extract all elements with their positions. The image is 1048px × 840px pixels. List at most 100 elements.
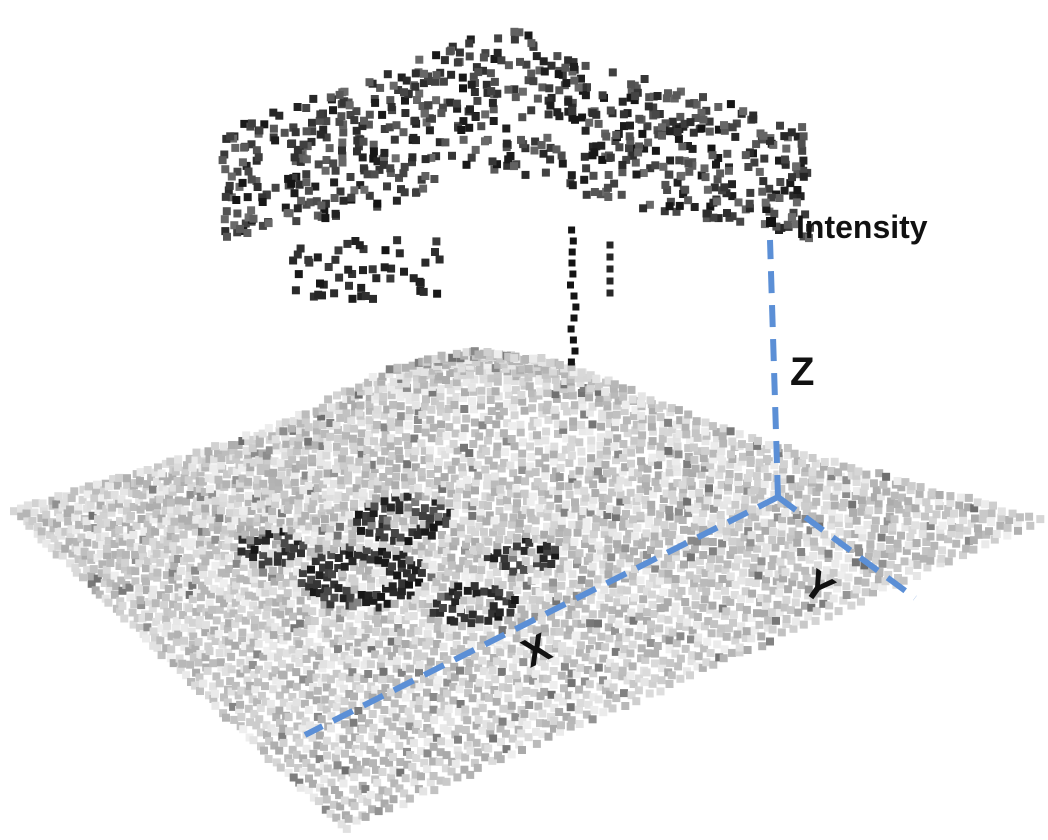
point bbox=[291, 153, 299, 161]
point bbox=[840, 463, 848, 471]
point bbox=[582, 525, 590, 533]
point bbox=[383, 551, 391, 559]
point bbox=[728, 438, 736, 446]
point bbox=[500, 429, 508, 437]
point bbox=[746, 189, 754, 197]
point bbox=[555, 538, 563, 546]
point bbox=[542, 169, 550, 177]
point bbox=[345, 282, 353, 290]
point bbox=[683, 498, 691, 506]
point bbox=[456, 667, 464, 675]
point bbox=[937, 555, 945, 563]
point bbox=[512, 93, 520, 101]
point bbox=[753, 472, 761, 480]
point bbox=[794, 564, 802, 572]
point bbox=[487, 722, 495, 730]
point bbox=[595, 542, 603, 550]
point bbox=[469, 440, 477, 448]
point bbox=[54, 542, 62, 550]
point bbox=[514, 476, 522, 484]
point bbox=[439, 583, 447, 591]
point bbox=[643, 474, 651, 482]
point bbox=[325, 263, 333, 271]
point bbox=[717, 547, 725, 555]
point bbox=[414, 720, 422, 728]
point bbox=[582, 91, 590, 99]
point bbox=[668, 491, 676, 499]
point bbox=[323, 737, 331, 745]
point bbox=[351, 586, 359, 594]
point bbox=[541, 454, 549, 462]
point bbox=[556, 473, 564, 481]
point bbox=[429, 561, 437, 569]
point bbox=[518, 466, 526, 474]
point bbox=[367, 638, 375, 646]
point bbox=[708, 469, 716, 477]
point bbox=[339, 128, 347, 136]
point bbox=[576, 521, 584, 529]
point bbox=[460, 405, 468, 413]
point bbox=[526, 382, 534, 390]
point bbox=[227, 653, 235, 661]
point bbox=[597, 433, 605, 441]
point bbox=[304, 438, 312, 446]
point bbox=[480, 588, 488, 596]
point bbox=[342, 432, 350, 440]
point bbox=[737, 595, 745, 603]
point bbox=[638, 439, 646, 447]
point bbox=[508, 750, 516, 758]
point bbox=[489, 99, 497, 107]
point bbox=[714, 565, 722, 573]
point bbox=[365, 529, 373, 537]
point bbox=[509, 568, 517, 576]
point bbox=[335, 554, 343, 562]
point bbox=[71, 514, 79, 522]
point bbox=[774, 601, 782, 609]
point bbox=[862, 588, 870, 596]
point bbox=[430, 175, 438, 183]
point bbox=[866, 540, 874, 548]
point bbox=[450, 618, 458, 626]
point bbox=[1026, 522, 1034, 530]
point bbox=[511, 596, 519, 604]
point bbox=[618, 191, 626, 199]
point bbox=[167, 499, 175, 507]
point bbox=[297, 245, 305, 253]
point bbox=[412, 754, 420, 762]
point bbox=[582, 62, 590, 70]
point bbox=[699, 93, 707, 101]
point bbox=[788, 173, 796, 181]
point bbox=[412, 393, 420, 401]
intensity-label: Intensity bbox=[796, 209, 928, 245]
point bbox=[756, 459, 764, 467]
point bbox=[754, 437, 762, 445]
point bbox=[282, 440, 290, 448]
point bbox=[707, 555, 715, 563]
point bbox=[452, 572, 460, 580]
point bbox=[272, 184, 280, 192]
point bbox=[834, 483, 842, 491]
point bbox=[787, 552, 795, 560]
point bbox=[393, 571, 401, 579]
point bbox=[201, 505, 209, 513]
point bbox=[577, 448, 585, 456]
point bbox=[167, 645, 175, 653]
point bbox=[186, 661, 194, 669]
point bbox=[440, 643, 448, 651]
point bbox=[769, 555, 777, 563]
point bbox=[460, 517, 468, 525]
point bbox=[762, 199, 770, 207]
point bbox=[430, 786, 438, 794]
point bbox=[434, 617, 442, 625]
point bbox=[346, 388, 354, 396]
point bbox=[333, 391, 341, 399]
point bbox=[297, 549, 305, 557]
point bbox=[343, 240, 351, 248]
point bbox=[571, 315, 578, 322]
point bbox=[502, 562, 510, 570]
point bbox=[848, 501, 856, 509]
point bbox=[543, 389, 551, 397]
point bbox=[694, 634, 702, 642]
point bbox=[545, 84, 553, 92]
point bbox=[436, 402, 444, 410]
